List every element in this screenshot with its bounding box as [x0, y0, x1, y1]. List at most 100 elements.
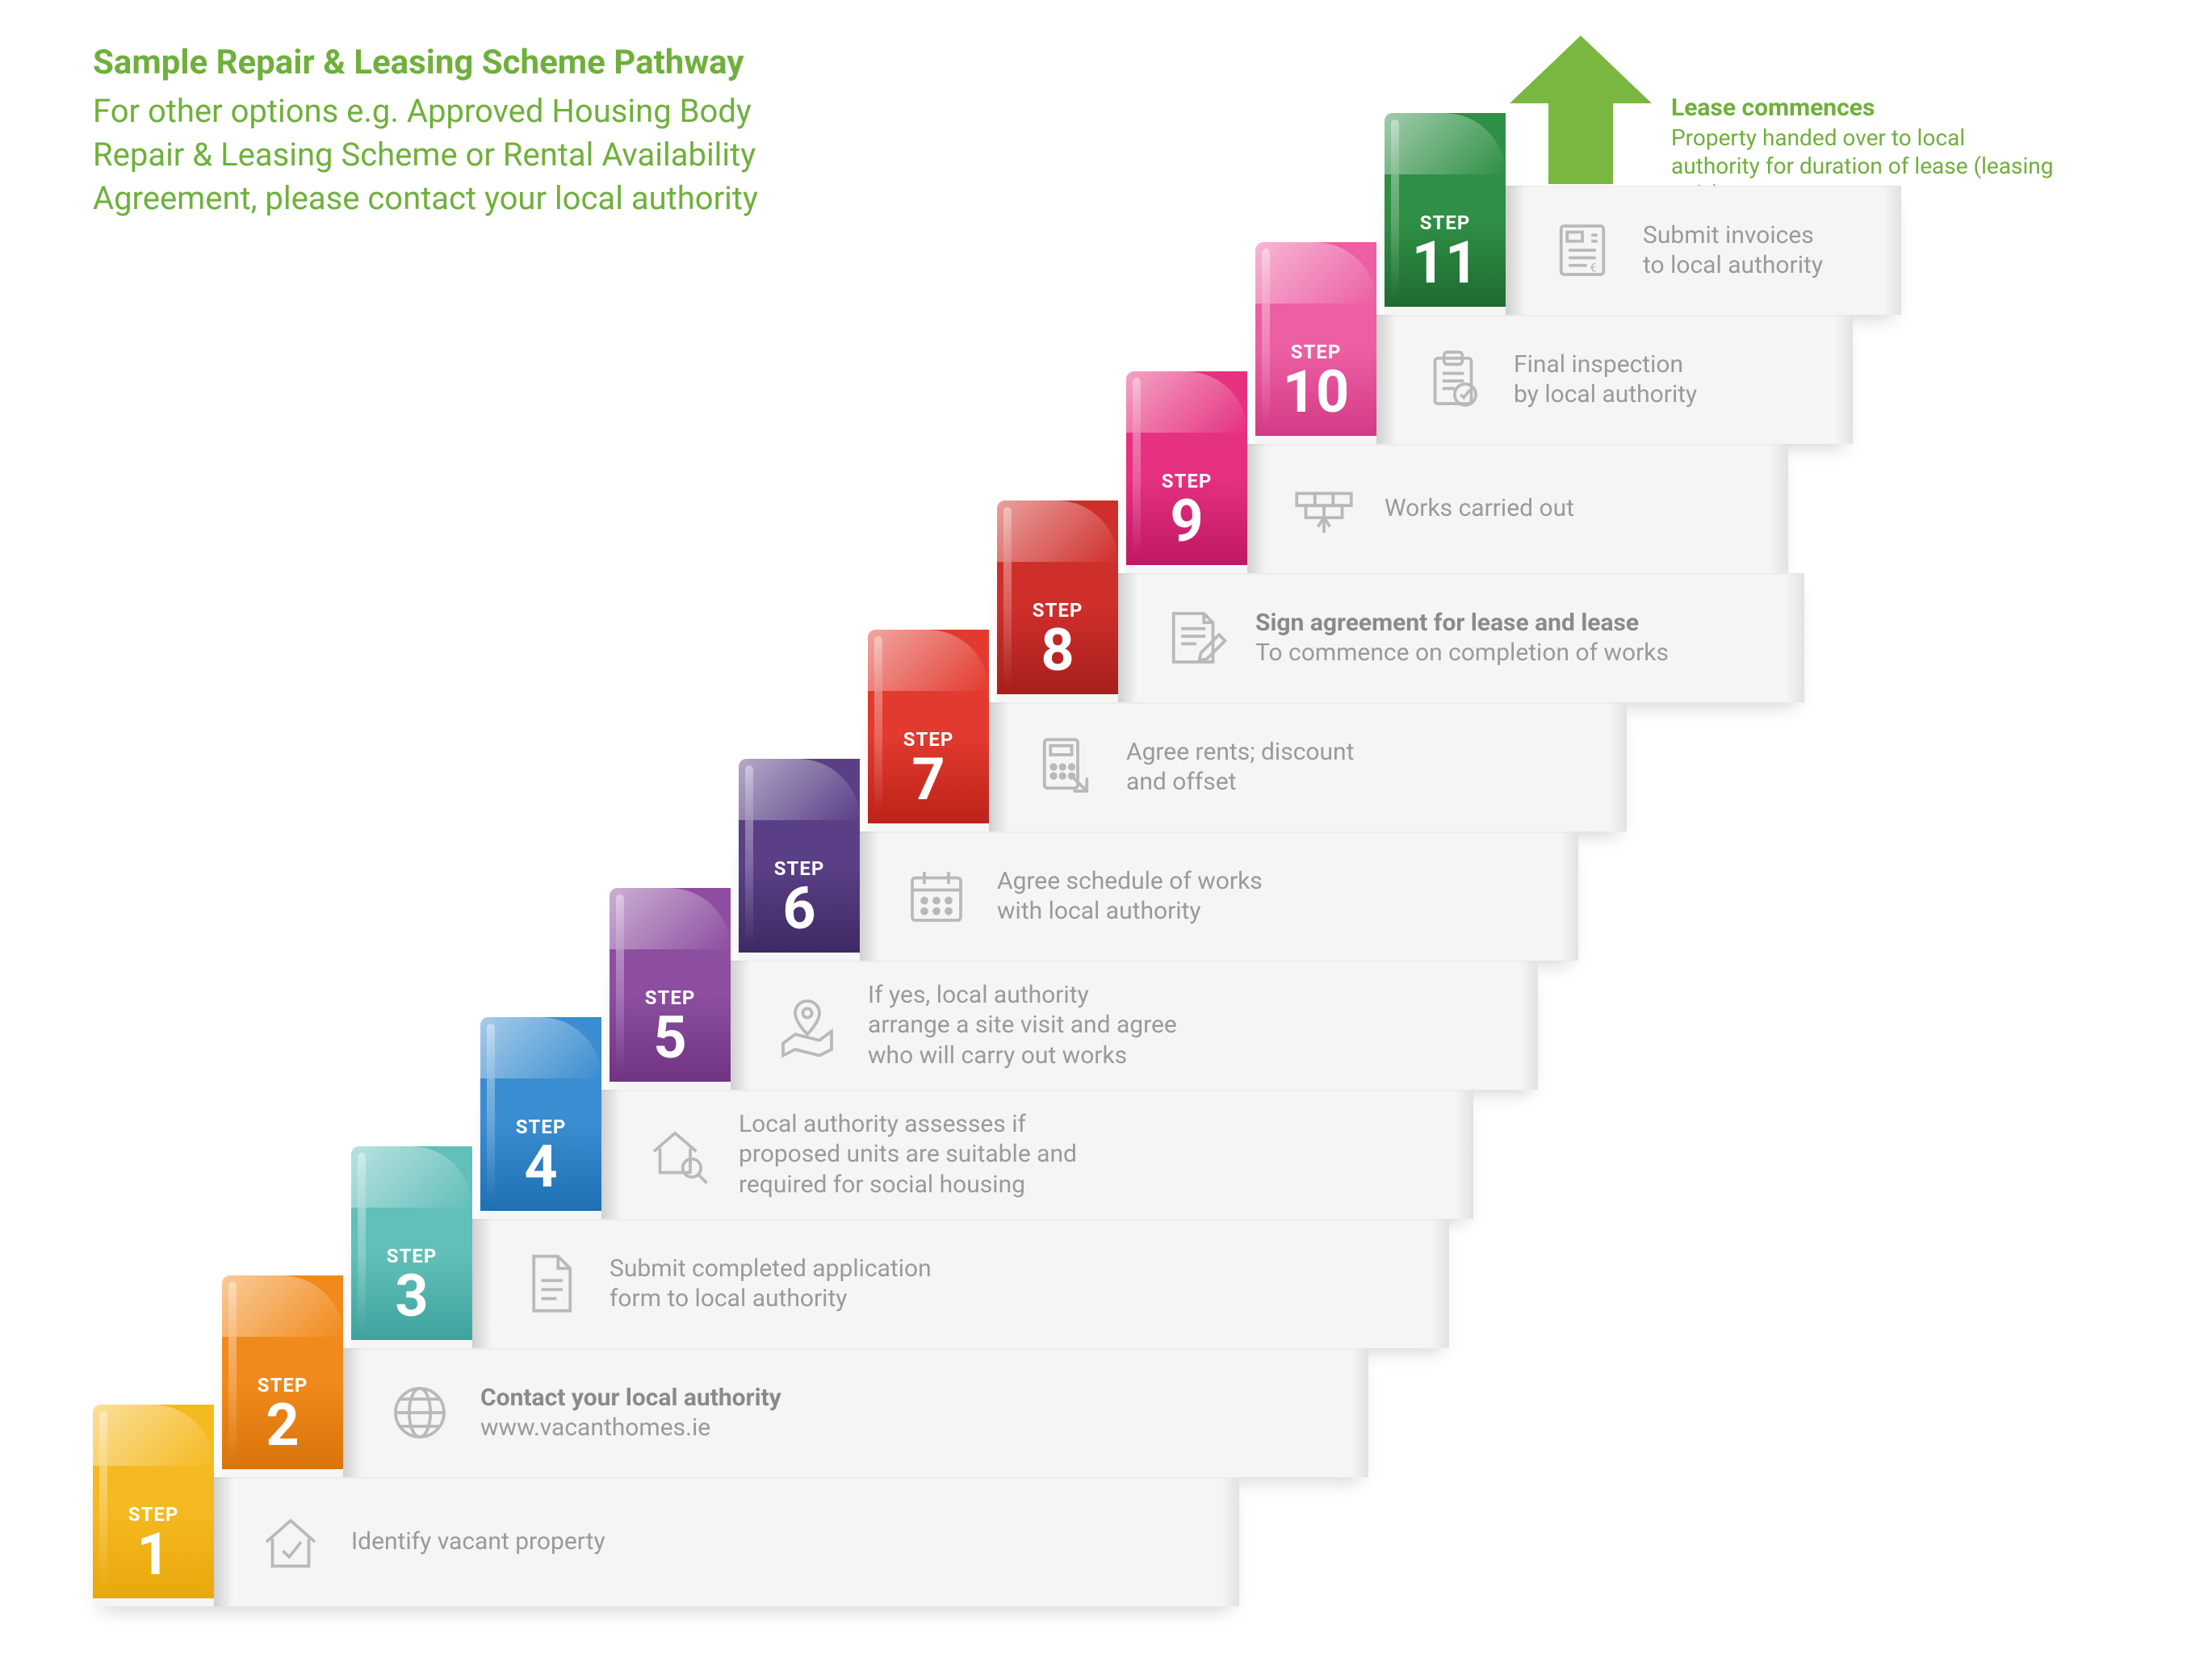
- step-9: STEP9Works carried out: [1126, 444, 1788, 573]
- step-fold-shadow: [343, 1348, 362, 1477]
- step-fold-shadow: [1506, 186, 1525, 315]
- step-text: Agree rents; discountand offset: [1126, 737, 1354, 798]
- calculator-icon: [1029, 731, 1102, 803]
- page-heading: Sample Repair & Leasing Scheme Pathway F…: [93, 40, 819, 220]
- step-content: Works carried out: [1288, 444, 1574, 573]
- step-text: Submit completed applicationform to loca…: [610, 1254, 932, 1314]
- step-content: Identify vacant property: [254, 1477, 605, 1606]
- step-text: Agree schedule of workswith local author…: [997, 866, 1263, 927]
- step-text-line: Identify vacant property: [351, 1527, 605, 1557]
- step-3: STEP3Submit completed applicationform to…: [351, 1219, 1449, 1348]
- step-text-line: Local authority assesses if: [739, 1109, 1077, 1140]
- step-text-line: Submit completed application: [610, 1254, 932, 1284]
- step-number: 2: [266, 1397, 299, 1455]
- step-5: STEP5If yes, local authorityarrange a si…: [610, 961, 1538, 1090]
- step-text-line: form to local authority: [610, 1284, 932, 1314]
- step-text-line: who will carry out works: [868, 1041, 1177, 1071]
- step-text: Contact your local authoritywww.vacantho…: [480, 1383, 781, 1443]
- step-fold-shadow: [472, 1219, 492, 1348]
- step-text-line: with local authority: [997, 896, 1263, 927]
- step-content: Sign agreement for lease and leaseTo com…: [1158, 573, 1669, 702]
- step-text-line: to local authority: [1643, 250, 1823, 281]
- step-number: 9: [1170, 492, 1203, 551]
- step-10: STEP10Final inspectionby local authority: [1255, 315, 1853, 444]
- step-flap: STEP6: [739, 759, 860, 953]
- step-fold-shadow: [860, 831, 879, 961]
- step-text-line: required for social housing: [739, 1170, 1077, 1200]
- clipboard-check-icon: [1417, 343, 1489, 416]
- lease-note-title: Lease commences: [1671, 93, 2059, 124]
- step-number: 10: [1283, 363, 1350, 421]
- step-flap: STEP9: [1126, 371, 1247, 565]
- step-text-line: Submit invoices: [1643, 220, 1823, 251]
- page-subtitle: For other options e.g. Approved Housing …: [93, 90, 819, 220]
- step-fold-shadow: [1247, 444, 1267, 573]
- infographic-canvas: Sample Repair & Leasing Scheme Pathway F…: [0, 0, 2212, 1671]
- house-search-icon: [642, 1118, 714, 1191]
- step-number: 8: [1041, 622, 1074, 680]
- step-text: If yes, local authorityarrange a site vi…: [868, 980, 1177, 1071]
- step-text: Works carried out: [1385, 493, 1574, 524]
- step-number: 6: [782, 880, 815, 938]
- step-11: STEP11€Submit invoicesto local authority: [1385, 186, 1901, 315]
- step-fold-shadow: [989, 702, 1008, 831]
- step-4: STEP4Local authority assesses ifproposed…: [480, 1090, 1473, 1219]
- step-number: 11: [1412, 234, 1479, 292]
- step-text-line: arrange a site visit and agree: [868, 1010, 1177, 1041]
- svg-text:€: €: [1590, 260, 1596, 274]
- step-flap: STEP10: [1255, 242, 1376, 436]
- globe-icon: [383, 1376, 456, 1449]
- step-fold-shadow: [214, 1477, 233, 1606]
- step-text-bold: Contact your local authority: [480, 1383, 781, 1413]
- step-content: Final inspectionby local authority: [1417, 315, 1697, 444]
- step-number: 1: [136, 1526, 170, 1584]
- map-pin-icon: [771, 989, 844, 1062]
- step-text-line: Final inspection: [1514, 350, 1697, 380]
- step-2: STEP2Contact your local authoritywww.vac…: [222, 1348, 1368, 1477]
- step-flap: STEP4: [480, 1017, 601, 1211]
- step-content: Local authority assesses ifproposed unit…: [642, 1090, 1077, 1219]
- step-text-line: Agree rents; discount: [1126, 737, 1354, 768]
- step-text-line: Agree schedule of works: [997, 866, 1263, 897]
- step-text: Local authority assesses ifproposed unit…: [739, 1109, 1077, 1200]
- step-text: Final inspectionby local authority: [1514, 350, 1697, 410]
- step-8: STEP8Sign agreement for lease and leaseT…: [997, 573, 1804, 702]
- step-text-line: proposed units are suitable and: [739, 1139, 1077, 1170]
- step-flap: STEP7: [868, 630, 989, 823]
- step-number: 4: [524, 1138, 557, 1196]
- document-icon: [513, 1247, 585, 1320]
- sign-doc-icon: [1158, 601, 1231, 674]
- step-content: Agree schedule of workswith local author…: [900, 831, 1263, 961]
- step-content: Submit completed applicationform to loca…: [513, 1219, 932, 1348]
- step-fold-shadow: [1118, 573, 1137, 702]
- step-flap: STEP1: [93, 1405, 214, 1598]
- step-number: 5: [653, 1009, 686, 1067]
- step-content: If yes, local authorityarrange a site vi…: [771, 961, 1177, 1090]
- step-text: Identify vacant property: [351, 1527, 605, 1557]
- step-text-line: To commence on completion of works: [1255, 638, 1669, 668]
- step-flap: STEP11: [1385, 113, 1506, 307]
- step-text-line: www.vacanthomes.ie: [480, 1413, 781, 1443]
- step-fold-shadow: [601, 1090, 621, 1219]
- step-1: STEP1Identify vacant property: [93, 1477, 1239, 1606]
- step-text-line: and offset: [1126, 767, 1354, 798]
- step-fold-shadow: [1376, 315, 1396, 444]
- step-content: Contact your local authoritywww.vacantho…: [383, 1348, 781, 1477]
- step-fold-shadow: [731, 961, 750, 1090]
- step-content: € Submit invoicesto local authority: [1546, 186, 1823, 315]
- step-text-line: Works carried out: [1385, 493, 1574, 524]
- step-text-line: by local authority: [1514, 379, 1697, 410]
- step-number: 7: [911, 751, 945, 809]
- step-text-line: If yes, local authority: [868, 980, 1177, 1011]
- step-text-bold: Sign agreement for lease and lease: [1255, 608, 1669, 639]
- bricks-icon: [1288, 472, 1360, 545]
- step-text: Sign agreement for lease and leaseTo com…: [1255, 608, 1669, 668]
- step-number: 3: [395, 1267, 428, 1325]
- step-6: STEP6Agree schedule of workswith local a…: [739, 831, 1578, 961]
- house-check-icon: [254, 1506, 327, 1578]
- step-content: Agree rents; discountand offset: [1029, 702, 1354, 831]
- page-title: Sample Repair & Leasing Scheme Pathway: [93, 40, 819, 86]
- step-flap: STEP5: [610, 888, 731, 1082]
- step-7: STEP7Agree rents; discountand offset: [868, 702, 1627, 831]
- step-flap: STEP3: [351, 1146, 472, 1340]
